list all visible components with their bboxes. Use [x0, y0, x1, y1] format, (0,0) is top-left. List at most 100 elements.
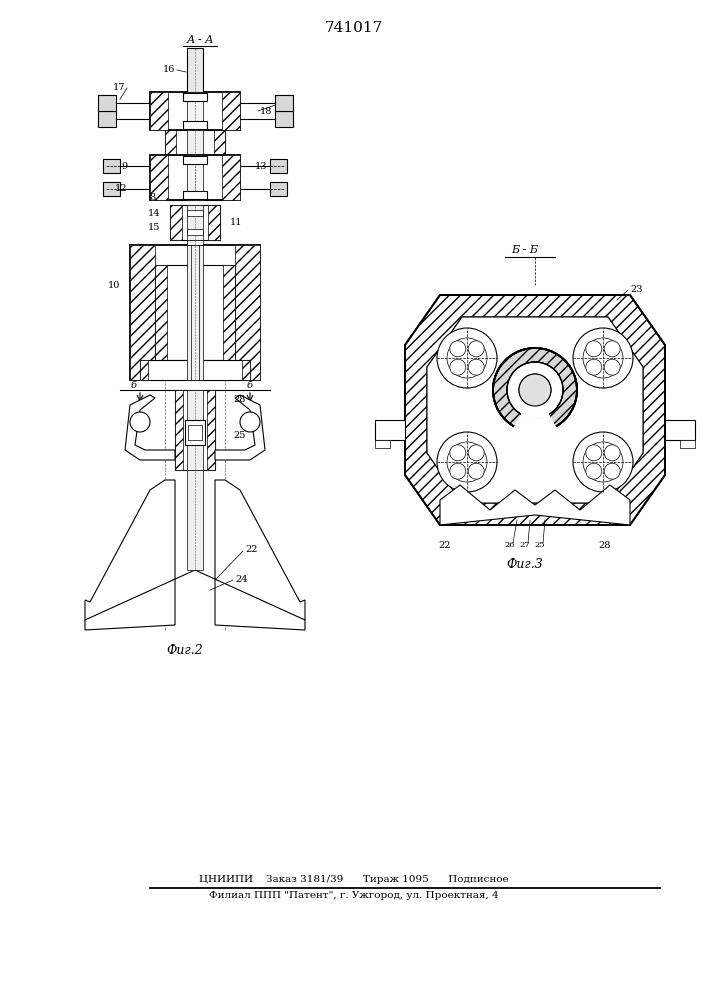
- Circle shape: [468, 445, 484, 461]
- Text: 22: 22: [439, 540, 451, 550]
- Bar: [187, 48, 203, 92]
- Text: 11: 11: [230, 218, 243, 227]
- Text: Фиг.2: Фиг.2: [167, 644, 204, 656]
- Polygon shape: [440, 485, 630, 525]
- Bar: [175, 390, 215, 470]
- Circle shape: [130, 412, 150, 432]
- Circle shape: [586, 359, 602, 375]
- Bar: [375, 440, 390, 448]
- Text: б: б: [247, 380, 253, 389]
- Bar: [155, 265, 235, 360]
- Circle shape: [573, 328, 633, 388]
- Circle shape: [450, 359, 466, 375]
- Bar: [130, 245, 260, 380]
- Bar: [185, 420, 205, 445]
- Text: 8: 8: [149, 192, 155, 202]
- Text: б: б: [131, 380, 137, 389]
- Text: 12: 12: [115, 184, 127, 193]
- Circle shape: [604, 341, 620, 357]
- Bar: [187, 240, 203, 245]
- Polygon shape: [215, 480, 305, 630]
- Text: 10: 10: [107, 281, 120, 290]
- Text: А - А: А - А: [186, 35, 214, 45]
- Text: 24: 24: [235, 576, 247, 584]
- Bar: [183, 191, 207, 199]
- Bar: [183, 93, 207, 101]
- Circle shape: [583, 338, 623, 378]
- Bar: [275, 111, 293, 127]
- Circle shape: [450, 341, 466, 357]
- Bar: [275, 95, 293, 111]
- Text: 28: 28: [599, 540, 611, 550]
- Bar: [680, 440, 695, 448]
- Text: 16: 16: [163, 66, 175, 75]
- Bar: [155, 265, 167, 360]
- Bar: [150, 155, 240, 200]
- Wedge shape: [520, 390, 549, 419]
- Bar: [187, 210, 203, 216]
- Circle shape: [573, 432, 633, 492]
- Polygon shape: [215, 395, 265, 460]
- Circle shape: [468, 359, 484, 375]
- Bar: [187, 229, 203, 235]
- Bar: [187, 92, 203, 130]
- Bar: [170, 205, 182, 240]
- Bar: [150, 155, 168, 200]
- Bar: [188, 425, 202, 440]
- Bar: [140, 360, 250, 380]
- Bar: [183, 121, 207, 129]
- Bar: [150, 92, 168, 130]
- Circle shape: [240, 412, 260, 432]
- Circle shape: [507, 362, 563, 418]
- Polygon shape: [427, 317, 643, 503]
- Text: 9: 9: [121, 162, 127, 171]
- Circle shape: [507, 362, 563, 418]
- Text: 25: 25: [233, 430, 245, 440]
- Bar: [665, 420, 695, 440]
- Bar: [222, 92, 240, 130]
- Circle shape: [586, 341, 602, 357]
- Bar: [242, 360, 250, 380]
- Bar: [187, 390, 203, 470]
- Bar: [235, 245, 260, 380]
- Text: 22: 22: [245, 546, 257, 554]
- Text: 28: 28: [233, 395, 245, 404]
- Bar: [187, 155, 203, 200]
- Circle shape: [447, 338, 487, 378]
- Text: 25: 25: [534, 541, 545, 549]
- Bar: [98, 95, 116, 111]
- Circle shape: [604, 359, 620, 375]
- Bar: [165, 130, 225, 200]
- Polygon shape: [427, 317, 643, 503]
- Circle shape: [519, 374, 551, 406]
- Bar: [187, 130, 203, 200]
- Circle shape: [604, 463, 620, 479]
- Text: Филиал ППП "Патент", г. Ужгород, ул. Проектная, 4: Филиал ППП "Патент", г. Ужгород, ул. Про…: [209, 890, 499, 900]
- Bar: [187, 470, 203, 570]
- Circle shape: [437, 328, 497, 388]
- Circle shape: [437, 432, 497, 492]
- Bar: [375, 420, 405, 440]
- Bar: [208, 205, 220, 240]
- Bar: [223, 265, 235, 360]
- Bar: [270, 182, 287, 196]
- Bar: [98, 111, 116, 127]
- Bar: [103, 159, 120, 173]
- Bar: [207, 390, 215, 470]
- Text: 15: 15: [148, 223, 160, 232]
- Bar: [165, 130, 176, 200]
- Bar: [187, 205, 203, 240]
- Circle shape: [450, 445, 466, 461]
- Bar: [140, 360, 148, 380]
- Circle shape: [468, 463, 484, 479]
- Text: 17: 17: [112, 83, 125, 92]
- Bar: [103, 182, 120, 196]
- Circle shape: [583, 442, 623, 482]
- Text: 27: 27: [520, 541, 530, 549]
- Text: Фиг.3: Фиг.3: [507, 558, 544, 572]
- Text: 13: 13: [255, 162, 267, 171]
- Wedge shape: [513, 390, 557, 434]
- Bar: [170, 205, 220, 240]
- Bar: [150, 92, 240, 130]
- Circle shape: [493, 348, 577, 432]
